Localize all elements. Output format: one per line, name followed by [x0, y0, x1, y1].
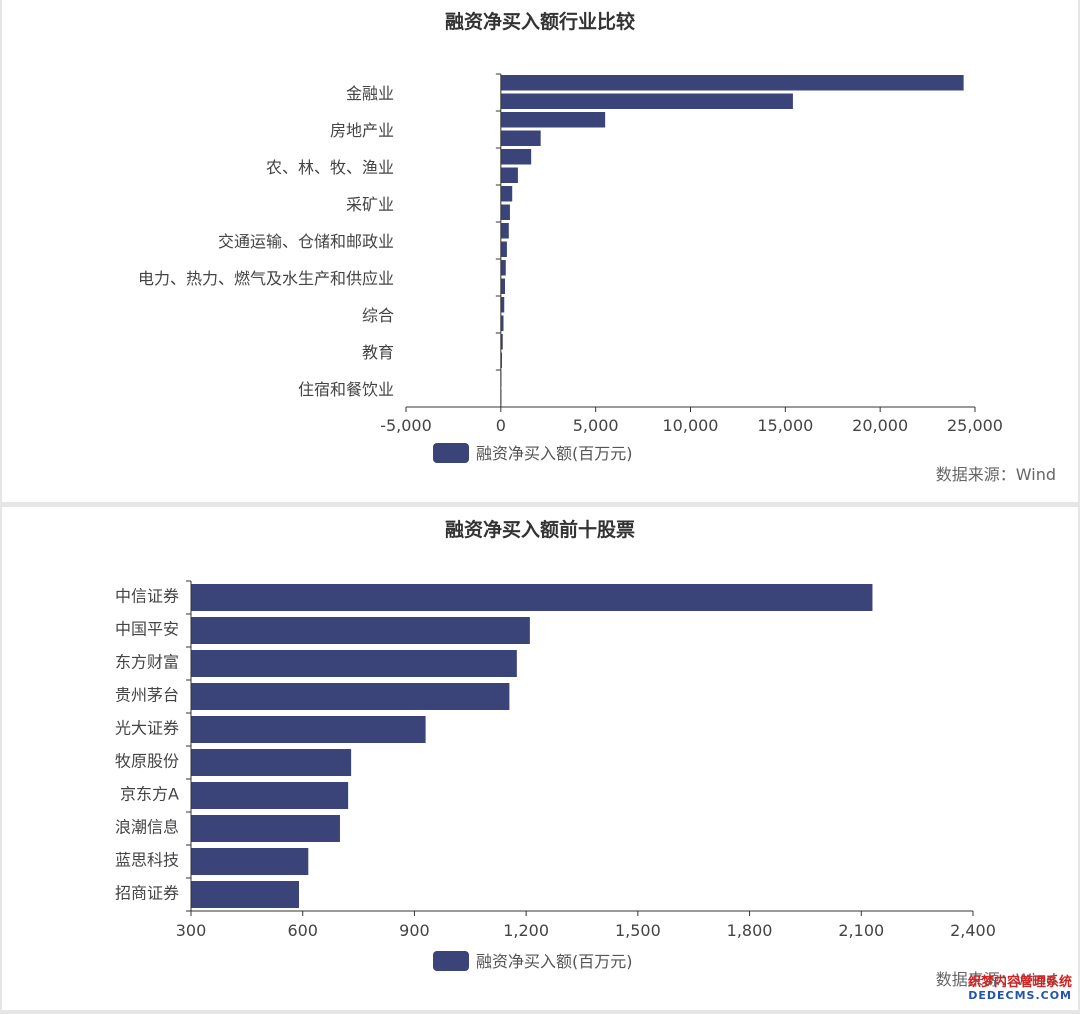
x-tick-label: 2,100	[838, 921, 884, 940]
x-tick-label: 0	[496, 416, 506, 435]
category-label: 金融业	[346, 84, 394, 103]
bar[interactable]	[191, 881, 299, 908]
bar[interactable]	[500, 204, 510, 221]
category-label: 电力、热力、燃气及水生产和供应业	[138, 269, 394, 288]
x-tick-label: 1,800	[727, 921, 773, 940]
x-tick-label: 600	[287, 921, 318, 940]
bar[interactable]	[500, 130, 541, 147]
bar[interactable]	[191, 848, 309, 875]
chart-title: 融资净买入额前十股票	[445, 518, 635, 541]
category-label: 交通运输、仓储和邮政业	[218, 232, 394, 251]
legend-label[interactable]: 融资净买入额(百万元)	[476, 444, 633, 463]
legend-label[interactable]: 融资净买入额(百万元)	[476, 952, 633, 971]
chart-panel-industry: 融资净买入额行业比较 金融业房地产业农、林、牧、渔业采矿业交通运输、仓储和邮政业…	[2, 0, 1078, 502]
bar[interactable]	[500, 352, 502, 369]
bar[interactable]	[500, 167, 518, 184]
x-tick-label: 20,000	[852, 416, 908, 435]
bar[interactable]	[500, 149, 532, 165]
watermark-line2: DEDECMS.COM	[968, 988, 1072, 1002]
category-label: 东方财富	[115, 652, 179, 671]
category-label: 住宿和餐饮业	[298, 380, 394, 399]
x-tick-label: 10,000	[663, 416, 719, 435]
x-tick-label: 2,400	[950, 921, 996, 940]
industry-bar-chart: 融资净买入额行业比较 金融业房地产业农、林、牧、渔业采矿业交通运输、仓储和邮政业…	[138, 10, 1056, 484]
x-tick-label: 1,200	[503, 921, 549, 940]
legend-swatch[interactable]	[433, 443, 469, 463]
bar[interactable]	[191, 617, 530, 644]
x-tick-label: -5,000	[380, 416, 432, 435]
bar[interactable]	[500, 75, 964, 91]
bar[interactable]	[191, 683, 510, 710]
category-label: 中国平安	[115, 619, 179, 638]
x-tick-label: 5,000	[573, 416, 619, 435]
bar[interactable]	[500, 315, 504, 332]
x-tick-label: 300	[176, 921, 207, 940]
legend-swatch[interactable]	[433, 951, 469, 971]
bar[interactable]	[500, 297, 505, 313]
category-label: 牧原股份	[115, 751, 179, 770]
bar[interactable]	[500, 186, 513, 202]
source-label: 数据来源：Wind	[936, 970, 1056, 989]
bar[interactable]	[191, 749, 352, 776]
source-label: 数据来源：Wind	[936, 465, 1056, 484]
category-label: 中信证券	[115, 586, 179, 605]
x-tick-label: 15,000	[757, 416, 813, 435]
bar[interactable]	[500, 260, 506, 276]
watermark-logo: 织梦内容管理系统 DEDECMS.COM	[967, 974, 1072, 1002]
category-label: 采矿业	[346, 195, 394, 214]
watermark-line1: 织梦内容管理系统	[967, 974, 1072, 990]
bar[interactable]	[500, 112, 606, 128]
bar[interactable]	[191, 584, 873, 611]
x-tick-label: 25,000	[947, 416, 1003, 435]
x-tick-label: 1,500	[615, 921, 661, 940]
category-label: 浪潮信息	[115, 817, 179, 836]
bar[interactable]	[191, 815, 340, 842]
bar[interactable]	[500, 278, 506, 295]
chart-title: 融资净买入额行业比较	[445, 10, 635, 33]
bar[interactable]	[191, 782, 349, 809]
category-label: 京东方A	[120, 784, 179, 803]
category-label: 综合	[362, 306, 394, 325]
category-label: 蓝思科技	[115, 850, 179, 869]
category-label: 农、林、牧、渔业	[266, 158, 394, 177]
bar[interactable]	[500, 93, 793, 110]
bar[interactable]	[500, 223, 509, 239]
chart-panel-stocks: 融资净买入额前十股票 中信证券中国平安东方财富贵州茅台光大证券牧原股份京东方A 浪…	[2, 507, 1078, 1010]
category-label: 房地产业	[330, 121, 394, 140]
category-label: 招商证券	[115, 883, 179, 902]
x-tick-label: 900	[399, 921, 430, 940]
bar[interactable]	[500, 241, 507, 258]
bar[interactable]	[191, 716, 426, 743]
category-label: 光大证券	[115, 718, 179, 737]
category-label: 贵州茅台	[115, 685, 179, 704]
bar[interactable]	[191, 650, 517, 677]
bar[interactable]	[500, 334, 503, 350]
category-label: 教育	[362, 343, 394, 362]
